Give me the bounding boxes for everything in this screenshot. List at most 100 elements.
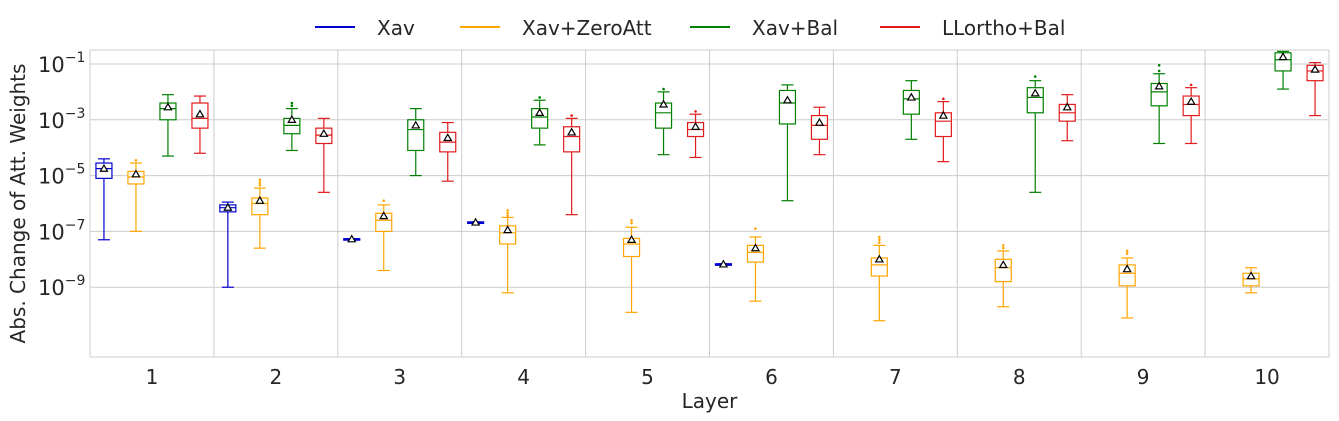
y-tick-label: 10−7 <box>38 217 85 244</box>
box-xav-zeroatt-layer-8 <box>994 244 1012 308</box>
y-axis-label: Abs. Change of Att. Weights <box>6 64 30 344</box>
mean-marker <box>998 260 1008 269</box>
grid-lines <box>90 50 1329 357</box>
box-iqr <box>810 114 829 140</box>
mean-marker <box>131 169 141 178</box>
x-tick-label: 6 <box>765 365 778 389</box>
legend-entry-xav-zeroatt: Xav+ZeroAtt <box>460 16 652 40</box>
y-tick-base: 10 <box>38 165 65 189</box>
y-tick-label: 10−3 <box>38 106 85 133</box>
mean-marker <box>874 254 884 263</box>
flier-point <box>1157 64 1161 67</box>
box-iqr <box>407 119 425 152</box>
box-xav-bal-layer-5 <box>654 87 673 156</box>
y-tick-exponent: −1 <box>65 50 86 66</box>
box-iqr <box>1026 87 1044 114</box>
box-xav-layer-1 <box>95 158 113 241</box>
box-xav-zeroatt-layer-6 <box>746 227 765 302</box>
box-xav-layer-2 <box>219 201 237 288</box>
box-iqr <box>778 89 797 125</box>
y-tick-base: 10 <box>38 276 65 300</box>
flier-point <box>878 241 881 244</box>
mean-marker <box>567 127 577 136</box>
mean-marker <box>163 102 173 111</box>
box-llortho-bal-layer-6 <box>810 106 829 156</box>
flier-point <box>694 110 697 113</box>
flier-point <box>1033 75 1037 78</box>
mean-marker <box>287 114 297 123</box>
mean-marker <box>503 225 513 234</box>
mean-marker <box>347 234 357 243</box>
flier-point <box>630 218 633 222</box>
mean-marker <box>1186 96 1196 105</box>
mean-marker <box>1246 271 1256 280</box>
legend-entry-llortho-bal: LLortho+Bal <box>880 16 1065 40</box>
box-llortho-bal-layer-1 <box>191 95 209 154</box>
box-xav-bal-layer-2 <box>283 101 301 152</box>
y-tick-label: 10−9 <box>38 273 85 300</box>
x-tick-label: 1 <box>146 365 159 389</box>
box-llortho-bal-layer-4 <box>563 114 581 216</box>
flier-point <box>506 214 509 218</box>
box-iqr <box>994 258 1012 283</box>
y-tick-base: 10 <box>38 220 65 244</box>
mean-marker <box>223 202 233 211</box>
box-xav-zeroatt-layer-9 <box>1118 249 1136 319</box>
x-tick-label: 4 <box>517 365 530 389</box>
box-llortho-bal-layer-7 <box>934 97 952 163</box>
legend-label: Xav+ZeroAtt <box>522 16 652 40</box>
mean-marker <box>750 243 761 252</box>
box-xav-zeroatt-layer-7 <box>870 235 888 322</box>
mean-marker <box>319 128 329 137</box>
legend-entry-xav-bal: Xav+Bal <box>690 16 838 40</box>
box-xav-bal-layer-6 <box>778 84 797 202</box>
box-llortho-bal-layer-9 <box>1182 83 1200 145</box>
flier-point <box>258 181 262 184</box>
mean-marker <box>938 110 948 119</box>
y-tick-exponent: −9 <box>65 273 86 289</box>
box-xav-bal-layer-4 <box>531 96 549 146</box>
mean-marker <box>471 217 481 226</box>
flier-point <box>570 114 573 117</box>
x-tick-labels: 1 2 3 4 5 6 7 8 9 10 <box>146 365 1280 389</box>
box-xav-layer-6 <box>714 259 733 268</box>
box-llortho-bal-layer-8 <box>1058 94 1076 142</box>
mean-marker <box>1030 88 1040 97</box>
box-llortho-bal-layer-10 <box>1306 61 1324 117</box>
box-xav-bal-layer-8 <box>1026 75 1044 193</box>
x-tick-label: 5 <box>641 365 654 389</box>
x-tick-label: 2 <box>269 365 282 389</box>
flier-point <box>506 211 509 215</box>
box-xav-bal-layer-3 <box>407 108 425 177</box>
flier-point <box>382 199 386 203</box>
mean-marker <box>782 95 793 104</box>
x-tick-label: 9 <box>1137 365 1150 389</box>
box-llortho-bal-layer-3 <box>439 121 457 182</box>
x-tick-label: 7 <box>889 365 902 389</box>
flier-point <box>1125 249 1129 253</box>
box-xav-zeroatt-layer-2 <box>251 178 269 249</box>
legend: Xav Xav+ZeroAtt Xav+Bal LLortho+Bal <box>315 16 1065 40</box>
flier-point <box>506 209 509 212</box>
flier-point <box>290 104 294 108</box>
mean-marker <box>1062 102 1072 111</box>
box-xav-zeroatt-layer-10 <box>1242 267 1260 294</box>
box-iqr <box>902 89 920 115</box>
box-xav-bal-layer-9 <box>1150 64 1168 145</box>
flier-point <box>1001 246 1005 250</box>
mean-marker <box>1122 264 1132 273</box>
mean-marker <box>379 211 389 220</box>
mean-marker <box>906 92 916 101</box>
mean-marker <box>718 259 729 268</box>
y-tick-exponent: −5 <box>65 162 86 178</box>
legend-label: Xav <box>377 16 415 40</box>
box-llortho-bal-layer-2 <box>315 117 333 193</box>
x-axis-label: Layer <box>682 389 739 413</box>
mean-marker <box>411 120 421 129</box>
box-xav-zeroatt-layer-4 <box>499 209 517 294</box>
y-tick-exponent: −7 <box>65 217 86 233</box>
box-xav-zeroatt-layer-5 <box>622 218 641 313</box>
box-xav-zeroatt-layer-1 <box>127 158 145 233</box>
flier-point <box>1157 69 1161 73</box>
